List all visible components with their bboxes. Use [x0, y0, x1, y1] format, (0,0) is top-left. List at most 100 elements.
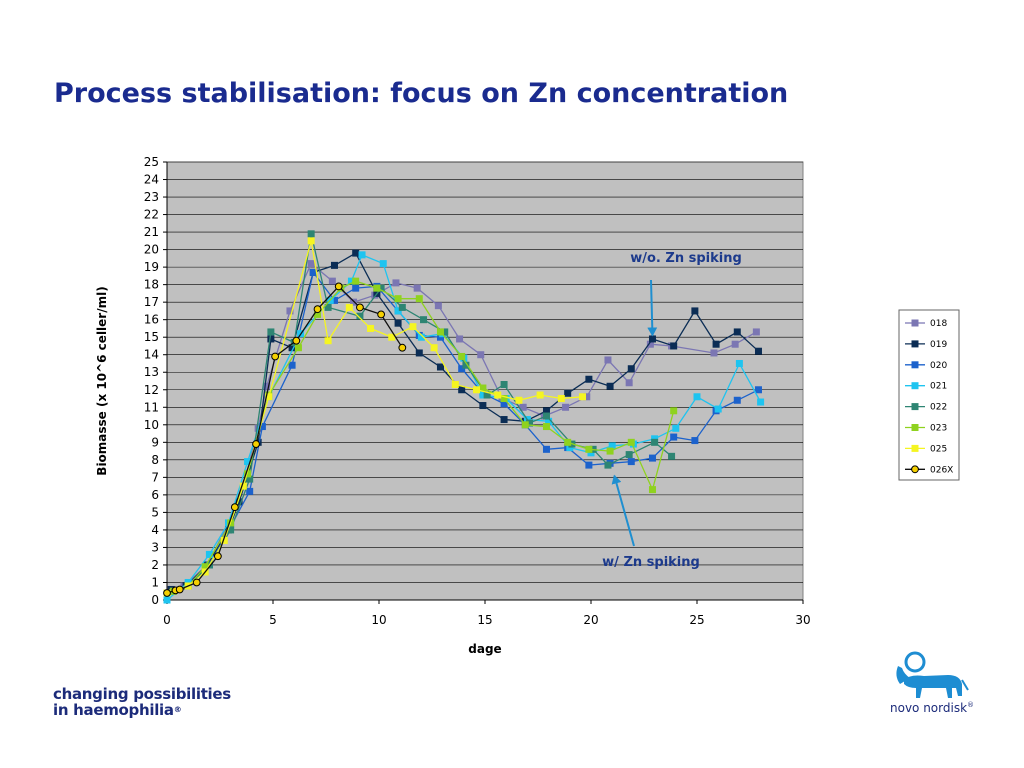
data-point-023	[542, 423, 550, 431]
data-point-022	[483, 391, 491, 399]
data-point-025	[515, 396, 523, 404]
data-point-018	[263, 382, 271, 390]
x-axis-label: dage	[468, 642, 501, 656]
data-point-025	[239, 482, 247, 490]
data-point-026X	[313, 305, 322, 314]
data-point-021	[358, 251, 366, 259]
data-point-023	[458, 352, 466, 360]
y-tick-label: 10	[144, 418, 159, 432]
data-point-022	[500, 381, 508, 389]
x-tick-label: 0	[163, 613, 171, 627]
data-point-019	[564, 389, 572, 397]
data-point-018	[477, 351, 485, 359]
y-tick-label: 14	[144, 348, 159, 362]
plot-area	[166, 161, 804, 601]
data-point-019	[627, 365, 635, 373]
tagline-line-2-text: in haemophilia	[53, 701, 174, 719]
data-point-019	[691, 307, 699, 315]
data-point-026X	[334, 282, 343, 291]
data-point-021	[184, 578, 192, 586]
legend-marker-021	[911, 382, 919, 390]
legend-box	[898, 309, 960, 481]
brand-registered-mark: ®	[967, 701, 975, 709]
data-point-021	[566, 444, 574, 452]
y-tick-label: 17	[144, 295, 159, 309]
data-point-022	[542, 412, 550, 420]
data-point-026X	[398, 343, 407, 352]
data-point-021	[608, 442, 616, 450]
data-point-023	[479, 384, 487, 392]
y-tick-label: 25	[144, 155, 159, 169]
legend-marker-026X	[911, 465, 919, 474]
data-point-023	[294, 344, 302, 352]
data-point-022	[420, 316, 428, 324]
y-tick-label: 11	[144, 400, 159, 414]
data-point-020	[436, 333, 444, 341]
brand-name-text: novo nordisk	[890, 701, 968, 715]
legend-entry-020: 020	[930, 361, 947, 371]
legend-marker-023	[911, 424, 919, 431]
y-tick-label: 3	[151, 540, 159, 554]
legend-entry-026X: 026X	[930, 465, 953, 475]
data-point-018	[583, 393, 591, 401]
data-point-023	[352, 277, 360, 285]
y-tick-label: 4	[151, 523, 159, 537]
data-point-022	[377, 284, 385, 292]
legend-marker-025	[911, 444, 919, 452]
x-tick-label: 25	[689, 613, 704, 627]
data-point-020	[754, 386, 762, 394]
y-tick-label: 22	[144, 208, 159, 222]
data-point-020	[227, 522, 235, 530]
data-point-025	[265, 393, 273, 401]
data-point-025	[388, 333, 396, 341]
data-point-019	[712, 340, 720, 348]
data-point-021	[545, 417, 553, 425]
data-point-022	[307, 230, 315, 238]
x-tick-label: 10	[371, 613, 386, 627]
series-026X	[163, 282, 407, 597]
data-point-026X	[213, 552, 222, 561]
data-point-020	[733, 396, 741, 404]
data-point-018	[307, 260, 315, 268]
series-group	[163, 230, 765, 604]
data-point-021	[379, 260, 387, 268]
data-point-021	[205, 550, 213, 558]
legend-marker-018	[911, 319, 919, 327]
data-point-019	[288, 344, 296, 352]
data-point-019	[235, 498, 243, 506]
data-point-019	[500, 416, 508, 424]
data-point-018	[604, 356, 612, 364]
tagline-line-1: changing possibilities	[53, 685, 231, 703]
footer-tagline: changing possibilities in haemophilia®	[53, 686, 231, 718]
data-point-026X	[377, 310, 386, 319]
data-point-021	[757, 398, 765, 406]
data-point-026X	[175, 585, 184, 594]
legend-marker-020	[911, 361, 919, 369]
data-point-022	[227, 526, 235, 534]
data-point-026X	[192, 578, 201, 587]
legend-entry-025: 025	[930, 444, 947, 454]
y-tick-label: 23	[144, 190, 159, 204]
data-point-021	[347, 277, 355, 285]
data-point-019	[267, 335, 275, 343]
series-line-025	[166, 240, 583, 594]
data-point-018	[562, 403, 570, 411]
data-point-022	[668, 452, 676, 460]
data-point-020	[648, 454, 656, 462]
data-point-020	[288, 361, 296, 369]
data-point-018	[413, 284, 421, 292]
registered-mark: ®	[173, 705, 182, 714]
data-point-018	[519, 403, 527, 411]
y-tick-label: 19	[144, 260, 159, 274]
data-point-022	[398, 303, 406, 311]
data-point-025	[579, 393, 587, 401]
data-point-018	[731, 340, 739, 348]
y-tick-label: 13	[144, 365, 159, 379]
data-point-023	[415, 295, 423, 303]
data-point-019	[458, 386, 466, 394]
data-point-022	[604, 461, 612, 469]
data-point-018	[350, 298, 358, 306]
legend-entry-018: 018	[930, 319, 947, 329]
data-point-025	[409, 323, 417, 331]
